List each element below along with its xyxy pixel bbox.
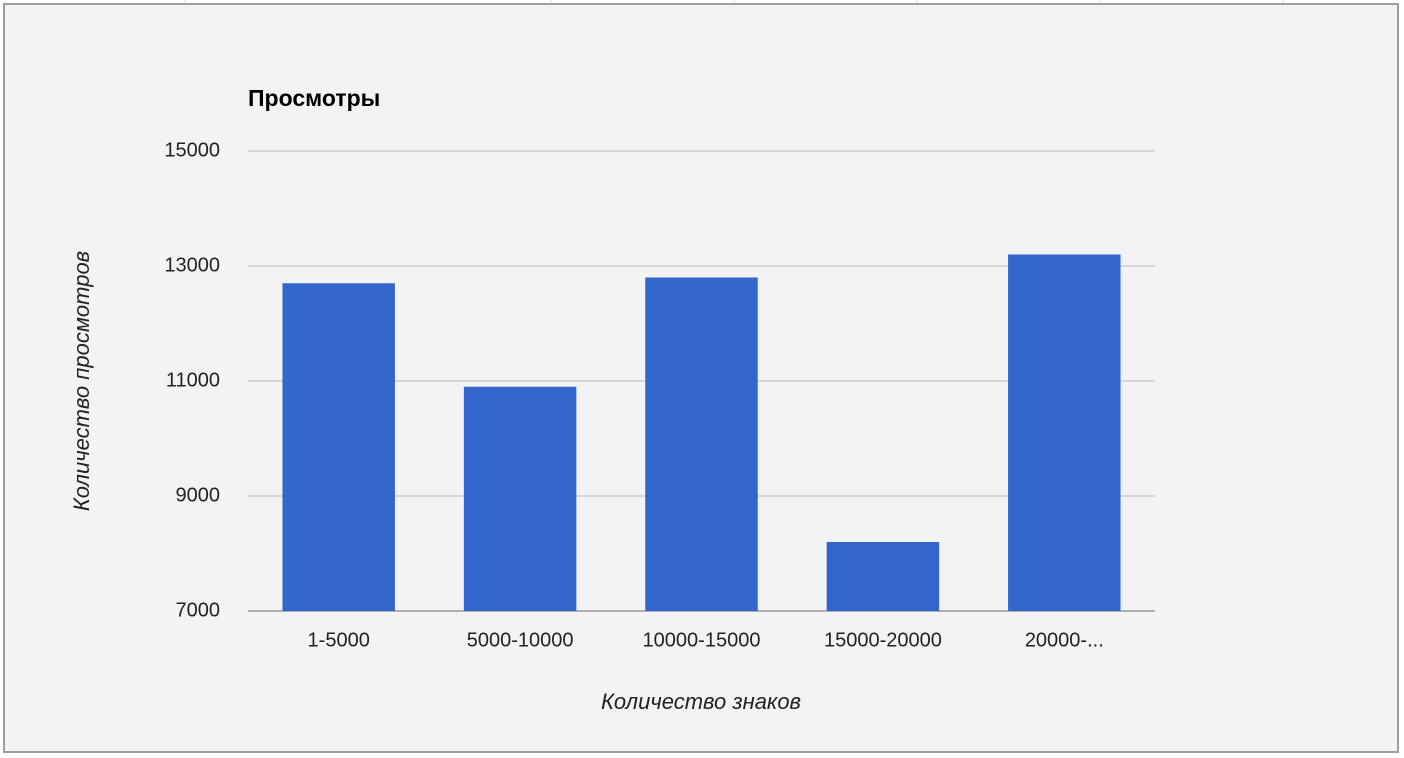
bar: [1008, 254, 1121, 611]
bar: [645, 277, 758, 611]
x-tick-label: 10000-15000: [643, 629, 761, 651]
x-tick-label: 15000-20000: [824, 629, 942, 651]
bar: [463, 386, 577, 611]
x-tick-label: 1-5000: [308, 629, 370, 651]
bar: [826, 542, 940, 611]
y-tick-label: 7000: [176, 599, 221, 621]
y-tick-label: 13000: [164, 254, 220, 276]
sheet-grid: [184, 0, 1284, 4]
chart-title: Просмотры: [248, 85, 380, 111]
y-tick-label: 15000: [164, 139, 220, 161]
x-tick-label: 5000-10000: [467, 629, 574, 651]
x-tick-label: 20000-...: [1025, 629, 1104, 651]
x-axis-title: Количество знаков: [601, 689, 801, 714]
y-axis-title: Количество просмотров: [69, 251, 94, 511]
y-tick-label: 11000: [166, 369, 220, 391]
bar: [282, 283, 395, 611]
y-tick-label: 9000: [176, 484, 221, 506]
